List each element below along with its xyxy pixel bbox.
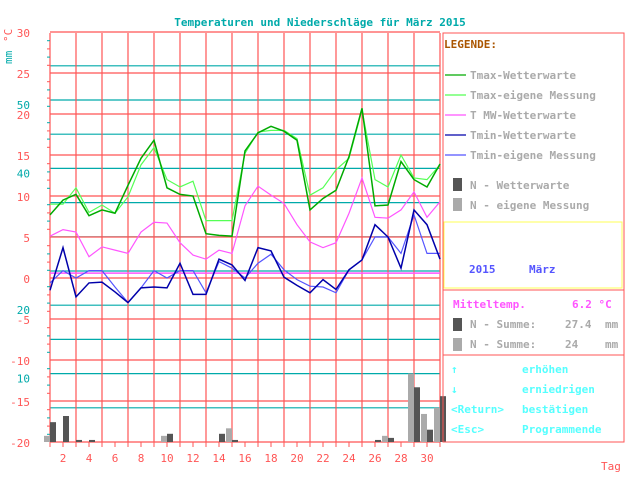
day-tick-label: 20 bbox=[290, 452, 303, 465]
stats-section: Mitteltemp. 6.2 °C N - Summe: 27.4 mm N … bbox=[453, 298, 619, 351]
legend-label: N - eigene Messung bbox=[470, 199, 589, 212]
temp-tick-label: 25 bbox=[17, 68, 30, 81]
bar-n-wetterwarte bbox=[89, 439, 95, 442]
temp-tick-label: 20 bbox=[17, 109, 30, 122]
day-tick-label: 28 bbox=[394, 452, 407, 465]
legend-label: N - Wetterwarte bbox=[470, 179, 570, 192]
series-t-mw-wetterwarte bbox=[49, 176, 441, 260]
bar-n-wetterwarte bbox=[219, 433, 225, 442]
day-tick-label: 4 bbox=[86, 452, 93, 465]
key-action-0: erhöhen bbox=[522, 363, 568, 376]
legend-label: Tmax-Wetterwarte bbox=[470, 69, 576, 82]
legend-label: Tmin-Wetterwarte bbox=[470, 129, 576, 142]
temp-tick-label: -10 bbox=[10, 355, 30, 368]
day-tick-label: 16 bbox=[238, 452, 251, 465]
sum2-value: 24 bbox=[565, 338, 579, 351]
key-action-1: erniedrigen bbox=[522, 383, 595, 396]
day-tick-label: 30 bbox=[420, 452, 433, 465]
day-tick-label: 18 bbox=[264, 452, 277, 465]
day-tick-label: 10 bbox=[160, 452, 173, 465]
bar-n-eigen bbox=[161, 435, 167, 442]
temp-tick-label: 5 bbox=[23, 232, 30, 245]
mm-tick-label: 10 bbox=[17, 373, 30, 386]
key-2[interactable]: <Return> bbox=[451, 403, 504, 416]
legend-title: LEGENDE: bbox=[444, 38, 497, 51]
bar-n-wetterwarte bbox=[427, 429, 433, 442]
bar-n-eigen bbox=[226, 428, 232, 442]
mm-tick-label: 40 bbox=[17, 167, 30, 180]
legend-bar-swatch bbox=[453, 178, 462, 191]
bar-n-eigen bbox=[382, 435, 388, 442]
sum1-value: 27.4 bbox=[565, 318, 592, 331]
day-tick-label: 8 bbox=[138, 452, 145, 465]
legend-label: Tmin-eigene Messung bbox=[470, 149, 596, 162]
swatch-n-eigen bbox=[453, 338, 462, 351]
temp-tick-label: 30 bbox=[17, 27, 30, 40]
period-box: 2015 März bbox=[443, 221, 623, 289]
x-axis-label: Tag bbox=[601, 460, 621, 473]
day-tick-label: 24 bbox=[342, 452, 356, 465]
legend-label: T MW-Wetterwarte bbox=[470, 109, 576, 122]
bar-n-wetterwarte bbox=[167, 433, 173, 442]
key-help: ↑ erhöhen ↓ erniedrigen <Return> bestätigen <E… bbox=[451, 363, 602, 436]
temp-tick-label: 0 bbox=[23, 273, 30, 286]
legend-bar-swatch bbox=[453, 198, 462, 211]
key-0[interactable]: ↑ bbox=[451, 363, 458, 376]
chart-title: Temperaturen und Niederschläge für März … bbox=[174, 16, 465, 29]
bar-n-wetterwarte bbox=[388, 437, 394, 442]
sum1-unit: mm bbox=[605, 318, 619, 331]
day-tick-label: 14 bbox=[212, 452, 226, 465]
key-1[interactable]: ↓ bbox=[451, 383, 458, 396]
y-axis-label-celsius: °C bbox=[2, 29, 15, 42]
bar-n-wetterwarte bbox=[414, 387, 420, 442]
precipitation-bars bbox=[44, 373, 446, 442]
series-tmin-wetterwarte bbox=[49, 208, 441, 304]
mm-tick-label: 50 bbox=[17, 99, 30, 112]
bar-n-wetterwarte bbox=[232, 439, 238, 442]
y-axis-label-mm: mm bbox=[2, 50, 15, 64]
sum1-label: N - Summe: bbox=[470, 318, 536, 331]
legend-panel: LEGENDE: Tmax-Wetterwarte Tmax-eigene Mes… bbox=[442, 32, 625, 443]
bar-n-wetterwarte bbox=[50, 422, 56, 442]
temp-tick-label: -20 bbox=[10, 437, 30, 450]
bar-n-eigen bbox=[421, 413, 427, 442]
mean-temp-value: 6.2 °C bbox=[572, 298, 612, 311]
mm-tick-label: 20 bbox=[17, 304, 30, 317]
temp-tick-label: 10 bbox=[17, 191, 30, 204]
temp-tick-label: 15 bbox=[17, 150, 30, 163]
bar-n-eigen bbox=[434, 407, 440, 442]
legend-label: Tmax-eigene Messung bbox=[470, 89, 596, 102]
sum2-unit: mm bbox=[605, 338, 619, 351]
bar-n-eigen bbox=[44, 435, 50, 442]
day-tick-label: 2 bbox=[60, 452, 67, 465]
key-3[interactable]: <Esc> bbox=[451, 423, 484, 436]
series-tmax-eigene-messung bbox=[50, 109, 441, 222]
bar-n-eigen bbox=[408, 373, 414, 442]
series-tmin-eigene-messung bbox=[49, 212, 440, 304]
swatch-n-wetterwarte bbox=[453, 318, 462, 331]
period-year[interactable]: 2015 bbox=[469, 263, 496, 276]
key-action-2: bestätigen bbox=[522, 403, 588, 416]
temp-tick-label: -15 bbox=[10, 396, 30, 409]
sum2-label: N - Summe: bbox=[470, 338, 536, 351]
key-action-3: Programmende bbox=[522, 423, 602, 436]
day-tick-label: 12 bbox=[186, 452, 199, 465]
bar-n-wetterwarte bbox=[375, 439, 381, 442]
bar-n-wetterwarte bbox=[63, 416, 69, 442]
temperature-lines bbox=[49, 108, 441, 304]
day-tick-label: 6 bbox=[112, 452, 119, 465]
period-month[interactable]: März bbox=[529, 263, 556, 276]
day-tick-label: 26 bbox=[368, 452, 381, 465]
day-tick-label: 22 bbox=[316, 452, 329, 465]
temp-tick-label: -5 bbox=[17, 314, 30, 327]
series-tmax-wetterwarte bbox=[49, 108, 441, 237]
bar-n-wetterwarte bbox=[76, 439, 82, 442]
mean-temp-label: Mitteltemp. bbox=[453, 298, 526, 311]
